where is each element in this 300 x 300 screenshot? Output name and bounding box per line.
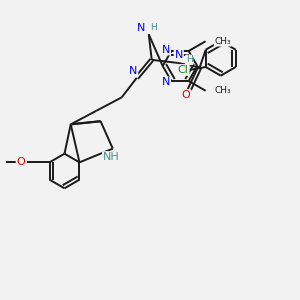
- Text: N: N: [137, 23, 146, 33]
- Text: NH: NH: [103, 152, 120, 162]
- Text: CH₃: CH₃: [214, 86, 231, 95]
- Text: O: O: [16, 157, 26, 167]
- Text: N: N: [175, 50, 183, 60]
- Text: N: N: [129, 66, 137, 76]
- Text: N: N: [162, 44, 170, 55]
- Text: N: N: [162, 77, 170, 88]
- Text: O: O: [182, 90, 190, 100]
- Text: H: H: [150, 23, 157, 32]
- Text: H: H: [186, 55, 193, 64]
- Text: Cl: Cl: [178, 65, 189, 75]
- Text: CH₃: CH₃: [214, 37, 231, 46]
